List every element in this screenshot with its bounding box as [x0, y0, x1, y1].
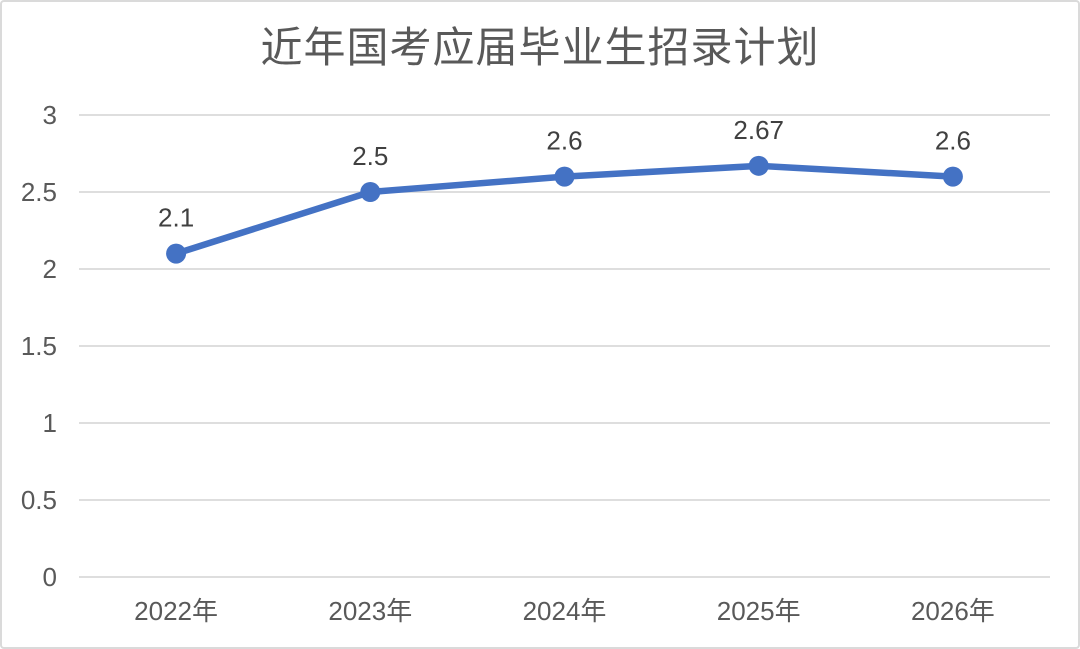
- data-point-marker: [748, 155, 769, 176]
- y-axis-tick-label: 3: [43, 100, 57, 130]
- x-axis-tick-label: 2025年: [717, 596, 801, 626]
- data-point-marker: [166, 243, 187, 264]
- x-axis-tick-label: 2024年: [523, 596, 607, 626]
- data-point-label: 2.6: [546, 126, 582, 156]
- data-point-label: 2.6: [935, 126, 971, 156]
- y-axis-tick-label: 2.5: [21, 177, 57, 207]
- y-axis-tick-label: 0: [43, 562, 57, 592]
- chart-title: 近年国考应届毕业生招录计划: [260, 26, 820, 72]
- y-axis-tick-label: 1: [43, 408, 57, 438]
- data-point-label: 2.67: [733, 115, 784, 145]
- data-point-marker: [554, 166, 575, 187]
- x-axis-tick-label: 2026年: [911, 596, 995, 626]
- x-axis-tick-label: 2023年: [328, 596, 412, 626]
- y-axis-tick-label: 2: [43, 254, 57, 284]
- data-point-label: 2.5: [352, 141, 388, 171]
- data-point-marker: [360, 182, 381, 202]
- x-axis-tick-label: 2022年: [134, 596, 218, 626]
- data-point-label: 2.1: [158, 203, 194, 233]
- y-axis-tick-label: 1.5: [21, 331, 57, 361]
- data-point-marker: [942, 166, 963, 187]
- y-axis-tick-label: 0.5: [21, 485, 57, 515]
